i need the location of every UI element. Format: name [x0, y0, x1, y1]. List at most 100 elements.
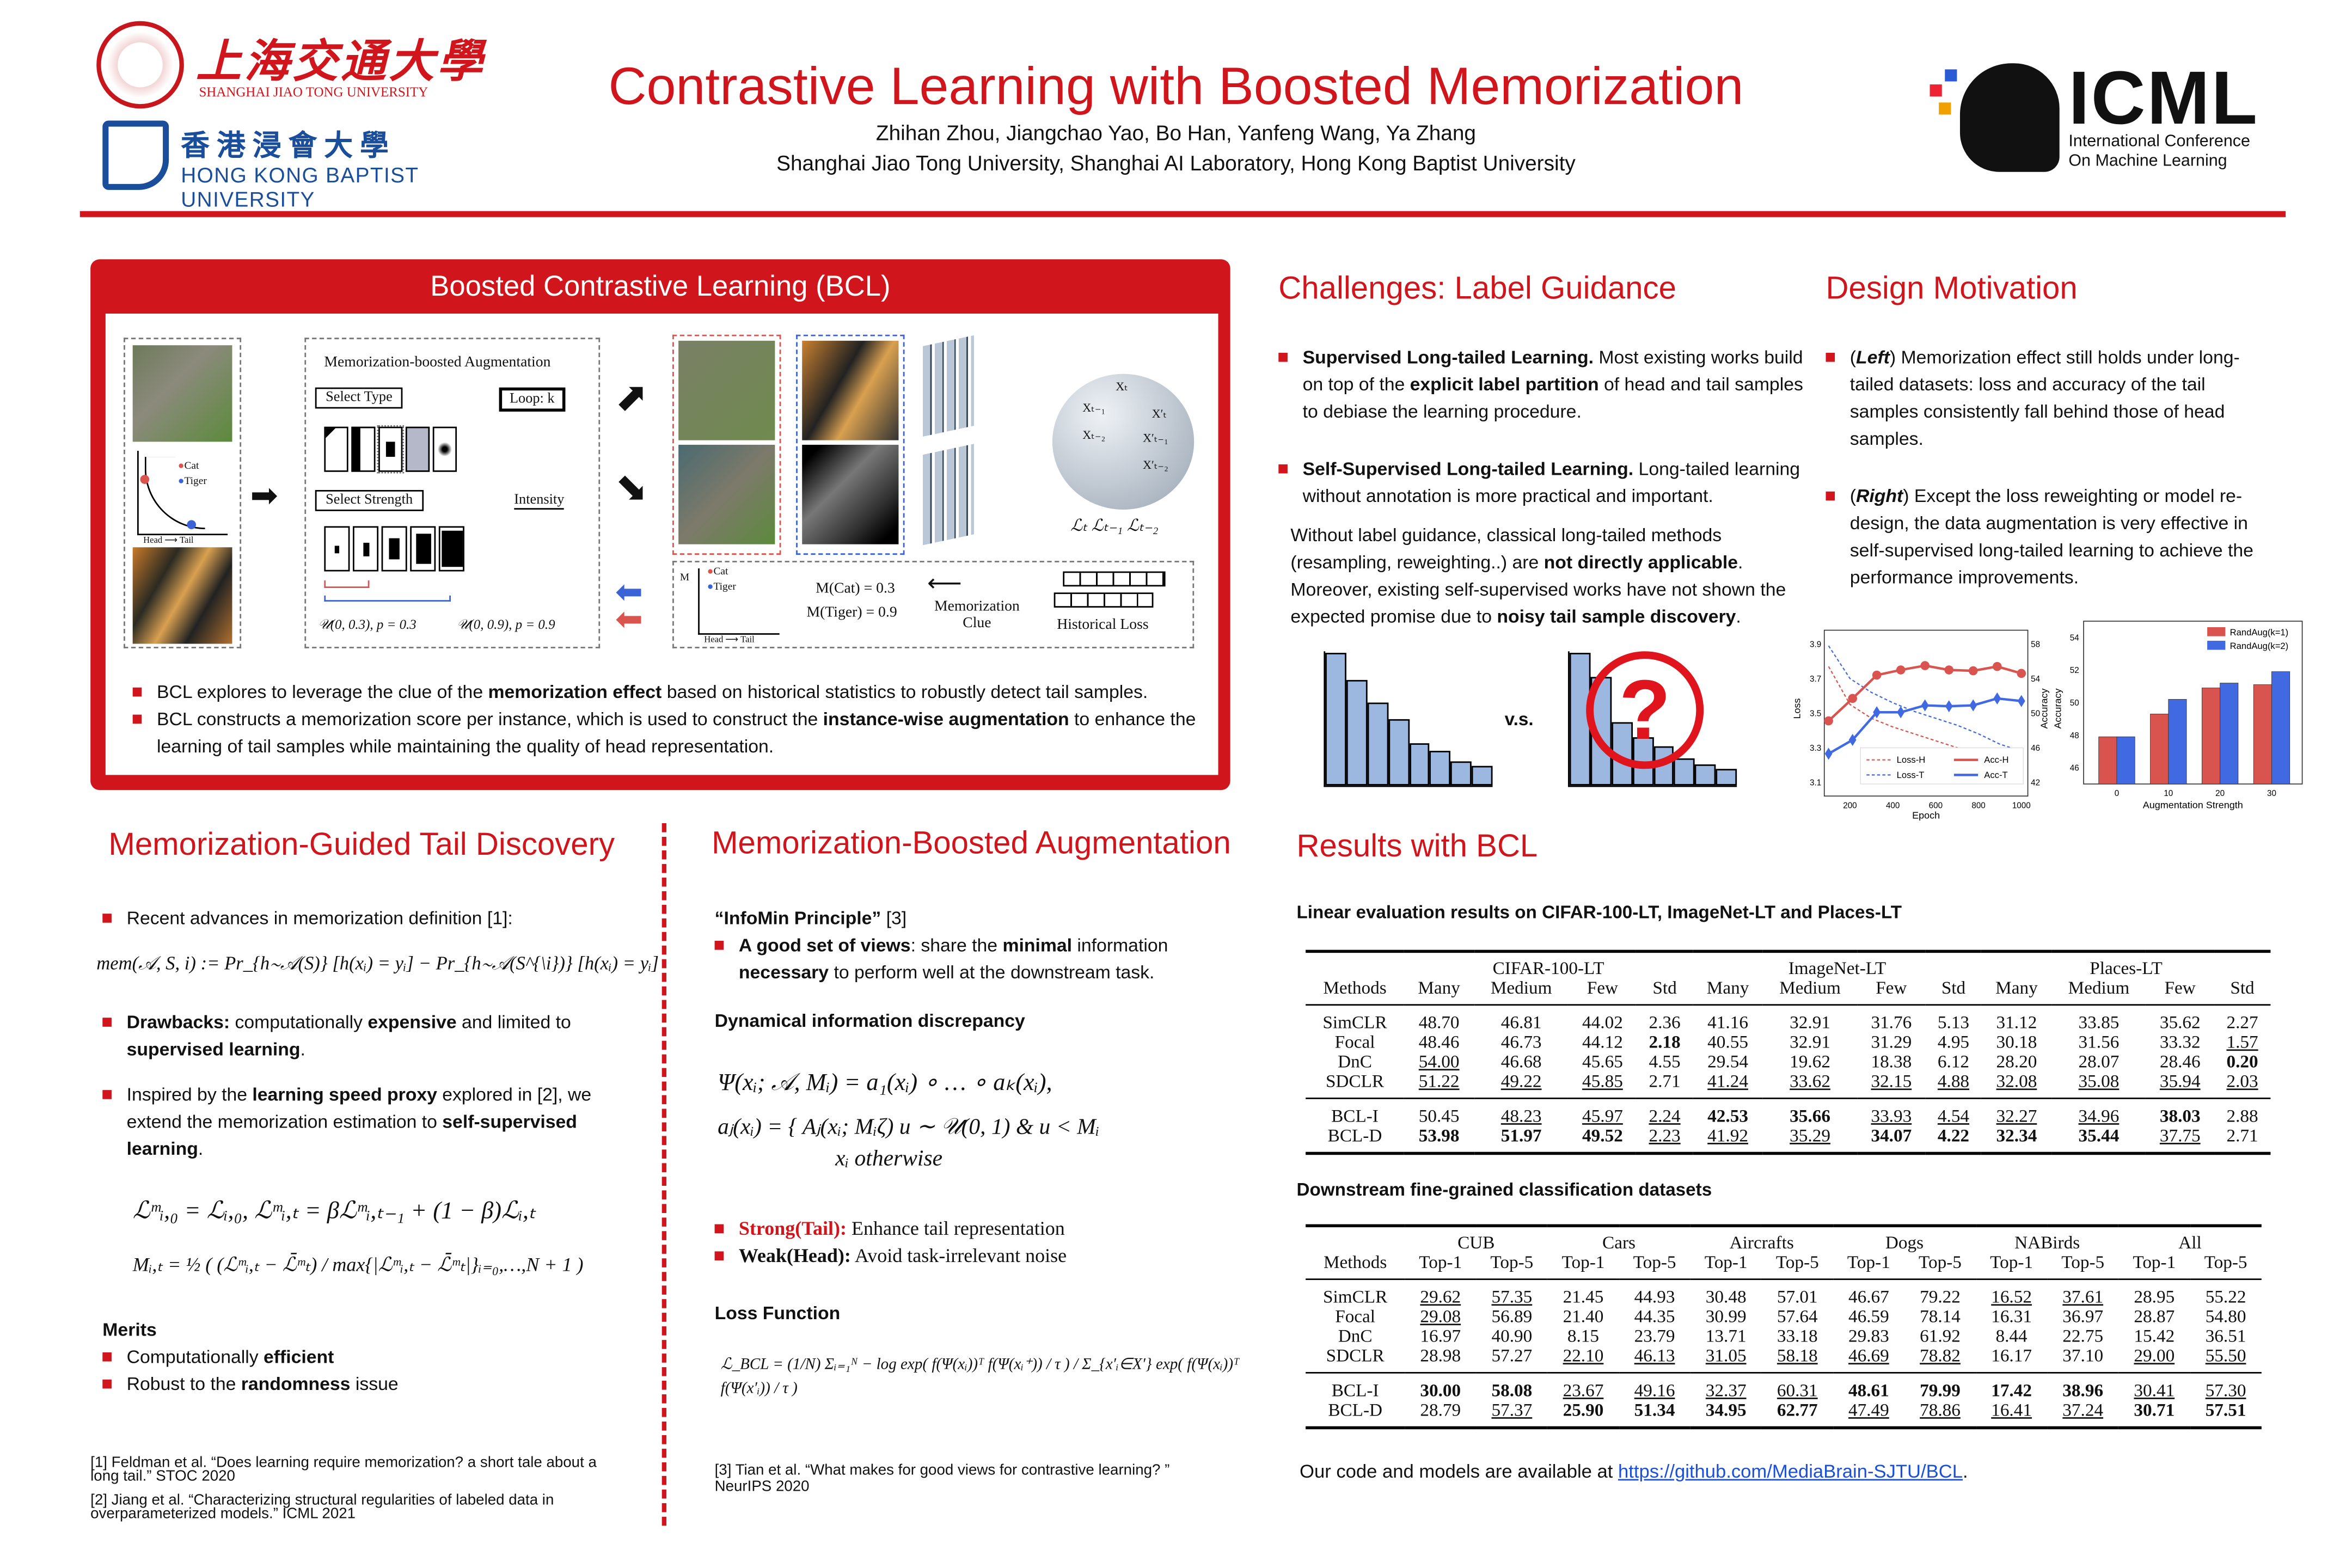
bar [2220, 683, 2239, 785]
infomin-heading: “InfoMin Principle” [3] [715, 905, 1242, 932]
value-cell: 46.73 [1500, 1031, 1542, 1052]
text-run: Without label guidance, classical long-t… [1290, 524, 1722, 573]
value-cell: 22.10 [1547, 1346, 1619, 1374]
text-run: not directly applicable [1543, 552, 1738, 573]
bcl-title: Boosted Contrastive Learning (BCL) [430, 271, 891, 303]
text-run: of head and tail samples to debiase the … [1302, 373, 1803, 422]
pixel-icon [1939, 102, 1951, 115]
value-cell: 16.52 [1991, 1286, 2032, 1307]
method-cell: SDCLR [1306, 1071, 1404, 1099]
bar [2168, 699, 2187, 785]
column-header: Top-1 [1547, 1252, 1619, 1281]
column-header: Medium [1762, 978, 1858, 1006]
table-group-header: CUB Cars Aircrafts Dogs NABirds All [1306, 1226, 2262, 1253]
question-icon: ? [1586, 651, 1704, 769]
table-group-header: CIFAR-100-LT ImageNet-LT Places-LT [1306, 951, 2270, 978]
column-header: Medium [1474, 978, 1569, 1006]
tiger-dot [187, 520, 196, 529]
table-row: BCL-I 30.00 58.08 23.67 49.16 32.37 60.31 48.61… [1306, 1373, 2262, 1400]
value-cell: 30.18 [1996, 1031, 2037, 1052]
y-axis-label: Accuracy [2054, 689, 2063, 729]
legend-label: Acc-T [1984, 770, 2007, 780]
text-run: minimal [1002, 934, 1073, 956]
text-run: ( [1849, 346, 1857, 368]
method-cell: Focal [1334, 1031, 1375, 1052]
y-tick-label: 48 [2070, 731, 2079, 740]
icml-line1: International Conference [2068, 132, 2250, 151]
arrow-up-right-icon: ⬈ [615, 373, 648, 419]
value-cell: 17.42 [1991, 1379, 2032, 1401]
u1-formula: 𝒰(0, 0.3), p = 0.3 [318, 616, 416, 632]
text-run: Computationally [126, 1346, 264, 1368]
table-row: SDCLR 28.98 57.27 22.10 46.13 31.05 58.18 46.69… [1306, 1346, 2262, 1374]
value-cell: 30.99 [1705, 1306, 1747, 1327]
y-right-axis-label: Accuracy [2039, 689, 2050, 729]
aj-formula-case1: aⱼ(xᵢ) = { Aⱼ(xᵢ; Mᵢζ) u ∼ 𝒰(0, 1) & u <… [718, 1116, 1100, 1140]
cat-label: Cat [713, 565, 728, 578]
value-cell: 34.07 [1871, 1124, 1912, 1146]
value-cell: 35.08 [2051, 1071, 2146, 1099]
xt2-label: Xₜ₋₂ [1082, 428, 1106, 442]
histogram-bar [1367, 703, 1388, 786]
value-cell: 29.54 [1707, 1051, 1748, 1072]
hkbu-en: HONG KONG BAPTIST UNIVERSITY [181, 163, 419, 211]
method-cell: SDCLR [1306, 1346, 1405, 1374]
legend-swatch [2207, 627, 2226, 636]
table-row: DnC 16.97 40.90 8.15 23.79 13.71 33.18 29.83 61.… [1306, 1325, 2262, 1346]
value-cell: 44.02 [1582, 1012, 1623, 1033]
github-link[interactable]: https://github.com/MediaBrain-SJTU/BCL [1618, 1461, 1963, 1483]
aj-formula-case2: xᵢ otherwise [835, 1147, 943, 1172]
y-tick-label: 52 [2070, 666, 2079, 675]
legend-label: Acc-H [1984, 755, 2008, 765]
value-cell: 57.64 [1777, 1306, 1818, 1327]
loop-box: Loop: k [499, 387, 565, 412]
y-right-tick-label: 46 [2031, 744, 2040, 753]
sjtu-logo: 上海交通大學 SHANGHAI JIAO TONG UNIVERSITY [96, 21, 518, 112]
merit-bullet: Robust to the randomness issue [102, 1370, 648, 1398]
value-cell: 2.23 [1649, 1124, 1681, 1146]
text-run: ) Except the loss reweighting or model r… [1849, 485, 2253, 588]
column-header: Top-5 [1476, 1252, 1548, 1281]
value-cell: 45.97 [1582, 1105, 1623, 1126]
cat-view-1 [678, 340, 775, 440]
strength-1-icon [324, 526, 350, 572]
bar [2098, 736, 2117, 785]
method-cell: SimCLR [1322, 1012, 1387, 1033]
value-cell: 42.53 [1707, 1105, 1748, 1126]
strength-5-icon [438, 526, 464, 572]
value-cell: 46.68 [1500, 1051, 1542, 1072]
text-run: Enhance tail representation [846, 1216, 1065, 1240]
value-cell: 16.41 [1991, 1399, 2032, 1420]
data-point [1848, 733, 1857, 746]
text-run: explored in [2], we extend the memorizat… [126, 1084, 592, 1132]
text-run: to enhance the learning of tail samples … [156, 708, 1196, 757]
table-row: BCL-D 28.79 57.37 25.90 51.34 34.95 62.77 47.49… [1306, 1399, 2262, 1428]
data-point [1944, 665, 1954, 675]
u2-formula: 𝒰(0, 0.9), p = 0.9 [457, 616, 555, 632]
value-cell: 32.27 [1996, 1105, 2037, 1126]
tail-body: Recent advances in memorization definiti… [96, 905, 659, 1398]
text-run: Long-tailed learning without annotation … [1302, 458, 1800, 507]
value-cell: 36.51 [2205, 1325, 2246, 1346]
value-cell: 58.08 [1491, 1379, 1533, 1401]
value-cell: 48.23 [1500, 1105, 1542, 1126]
ema-loss-formula: ℒᵐᵢ,₀ = ℒᵢ,₀, ℒᵐᵢ,ₜ = βℒᵐᵢ,ₜ₋₁ + (1 − β)… [132, 1198, 536, 1224]
value-cell: 28.20 [1996, 1051, 2037, 1072]
column-divider [661, 823, 666, 1526]
value-cell: 47.49 [1848, 1399, 1889, 1420]
motivation-body: (Left) Memorization effect still holds u… [1826, 344, 2278, 591]
data-point [1872, 670, 1882, 680]
aug-body: “InfoMin Principle” [3] A good set of vi… [714, 905, 1242, 1402]
table-row: BCL-I 50.45 48.23 45.97 2.24 42.53 35.66 33.93 4… [1306, 1098, 2270, 1126]
data-point [1824, 748, 1833, 760]
column-header: Methods [1306, 978, 1404, 1006]
bcl-panel: Boosted Contrastive Learning (BCL) ●Cat … [90, 259, 1230, 791]
value-cell: 79.99 [1920, 1379, 1961, 1401]
m-axis-label: M [679, 571, 690, 584]
bar [2116, 736, 2135, 785]
column-header: Medium [2051, 978, 2146, 1006]
value-cell: 57.27 [1476, 1346, 1548, 1374]
loss-heading: Loss Function [714, 1302, 841, 1324]
value-cell: 57.35 [1491, 1286, 1533, 1307]
